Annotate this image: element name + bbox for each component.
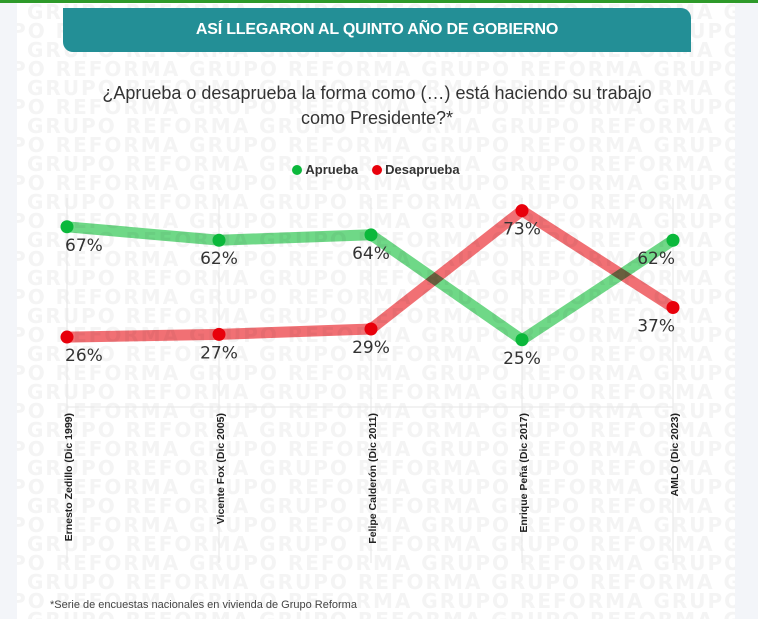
header-banner: ASÍ LLEGARON AL QUINTO AÑO DE GOBIERNO xyxy=(63,8,691,52)
legend-label-aprueba: Aprueba xyxy=(305,162,359,177)
header-title: ASÍ LLEGARON AL QUINTO AÑO DE GOBIERNO xyxy=(195,21,559,38)
legend-item-desaprueba[interactable]: Desaprueba xyxy=(372,162,460,177)
x-tick-label: Felipe Calderón (Dic 2011) xyxy=(367,413,379,544)
data-point-desaprueba xyxy=(60,330,74,344)
data-label: 67% xyxy=(65,236,103,256)
legend-item-aprueba[interactable]: Aprueba xyxy=(292,162,358,177)
data-label: 62% xyxy=(637,249,675,269)
x-tick-label: AMLO (Dic 2023) xyxy=(669,413,681,496)
chart-card: GRUPO REFORMA GRUPO REFORMA GRUPO REFORM… xyxy=(17,3,735,619)
x-tick-label: Enrique Peña (Dic 2017) xyxy=(518,413,530,533)
data-label: 27% xyxy=(200,343,238,363)
top-accent-bar xyxy=(0,0,758,3)
legend: Aprueba Desaprueba xyxy=(17,162,735,177)
data-point-aprueba xyxy=(364,228,378,242)
legend-dot-aprueba-icon xyxy=(292,164,303,175)
data-point-aprueba xyxy=(60,220,74,234)
data-label: 26% xyxy=(65,346,103,366)
data-label: 37% xyxy=(637,316,675,336)
data-label: 64% xyxy=(352,244,390,264)
data-point-desaprueba xyxy=(515,204,529,218)
legend-dot-desaprueba-icon xyxy=(372,164,383,175)
footnote: *Serie de encuestas nacionales en vivien… xyxy=(50,599,357,611)
data-point-aprueba xyxy=(666,233,680,247)
data-point-desaprueba xyxy=(364,322,378,336)
data-point-desaprueba xyxy=(666,300,680,314)
line-chart: 67% 62% 64% 25% 62% 26% 27% 29% 73% 37% Ernesto Ze… xyxy=(60,198,681,563)
chart-title: ¿Aprueba o desaprueba la forma como (…) … xyxy=(63,81,691,131)
data-point-aprueba xyxy=(515,333,529,347)
chart-title-line: ¿Aprueba o desaprueba la forma como (…) … xyxy=(102,83,652,103)
data-label: 25% xyxy=(503,349,541,369)
legend-label-desaprueba: Desaprueba xyxy=(385,162,460,177)
data-point-aprueba xyxy=(212,233,226,247)
x-tick-label: Vicente Fox (Dic 2005) xyxy=(215,413,227,524)
data-point-desaprueba xyxy=(212,327,226,341)
data-label: 62% xyxy=(200,249,238,269)
data-label: 73% xyxy=(503,220,541,240)
data-label: 29% xyxy=(352,338,390,358)
chart-title-line: como Presidente?* xyxy=(300,108,454,128)
x-tick-label: Ernesto Zedillo (Dic 1999) xyxy=(63,413,75,541)
